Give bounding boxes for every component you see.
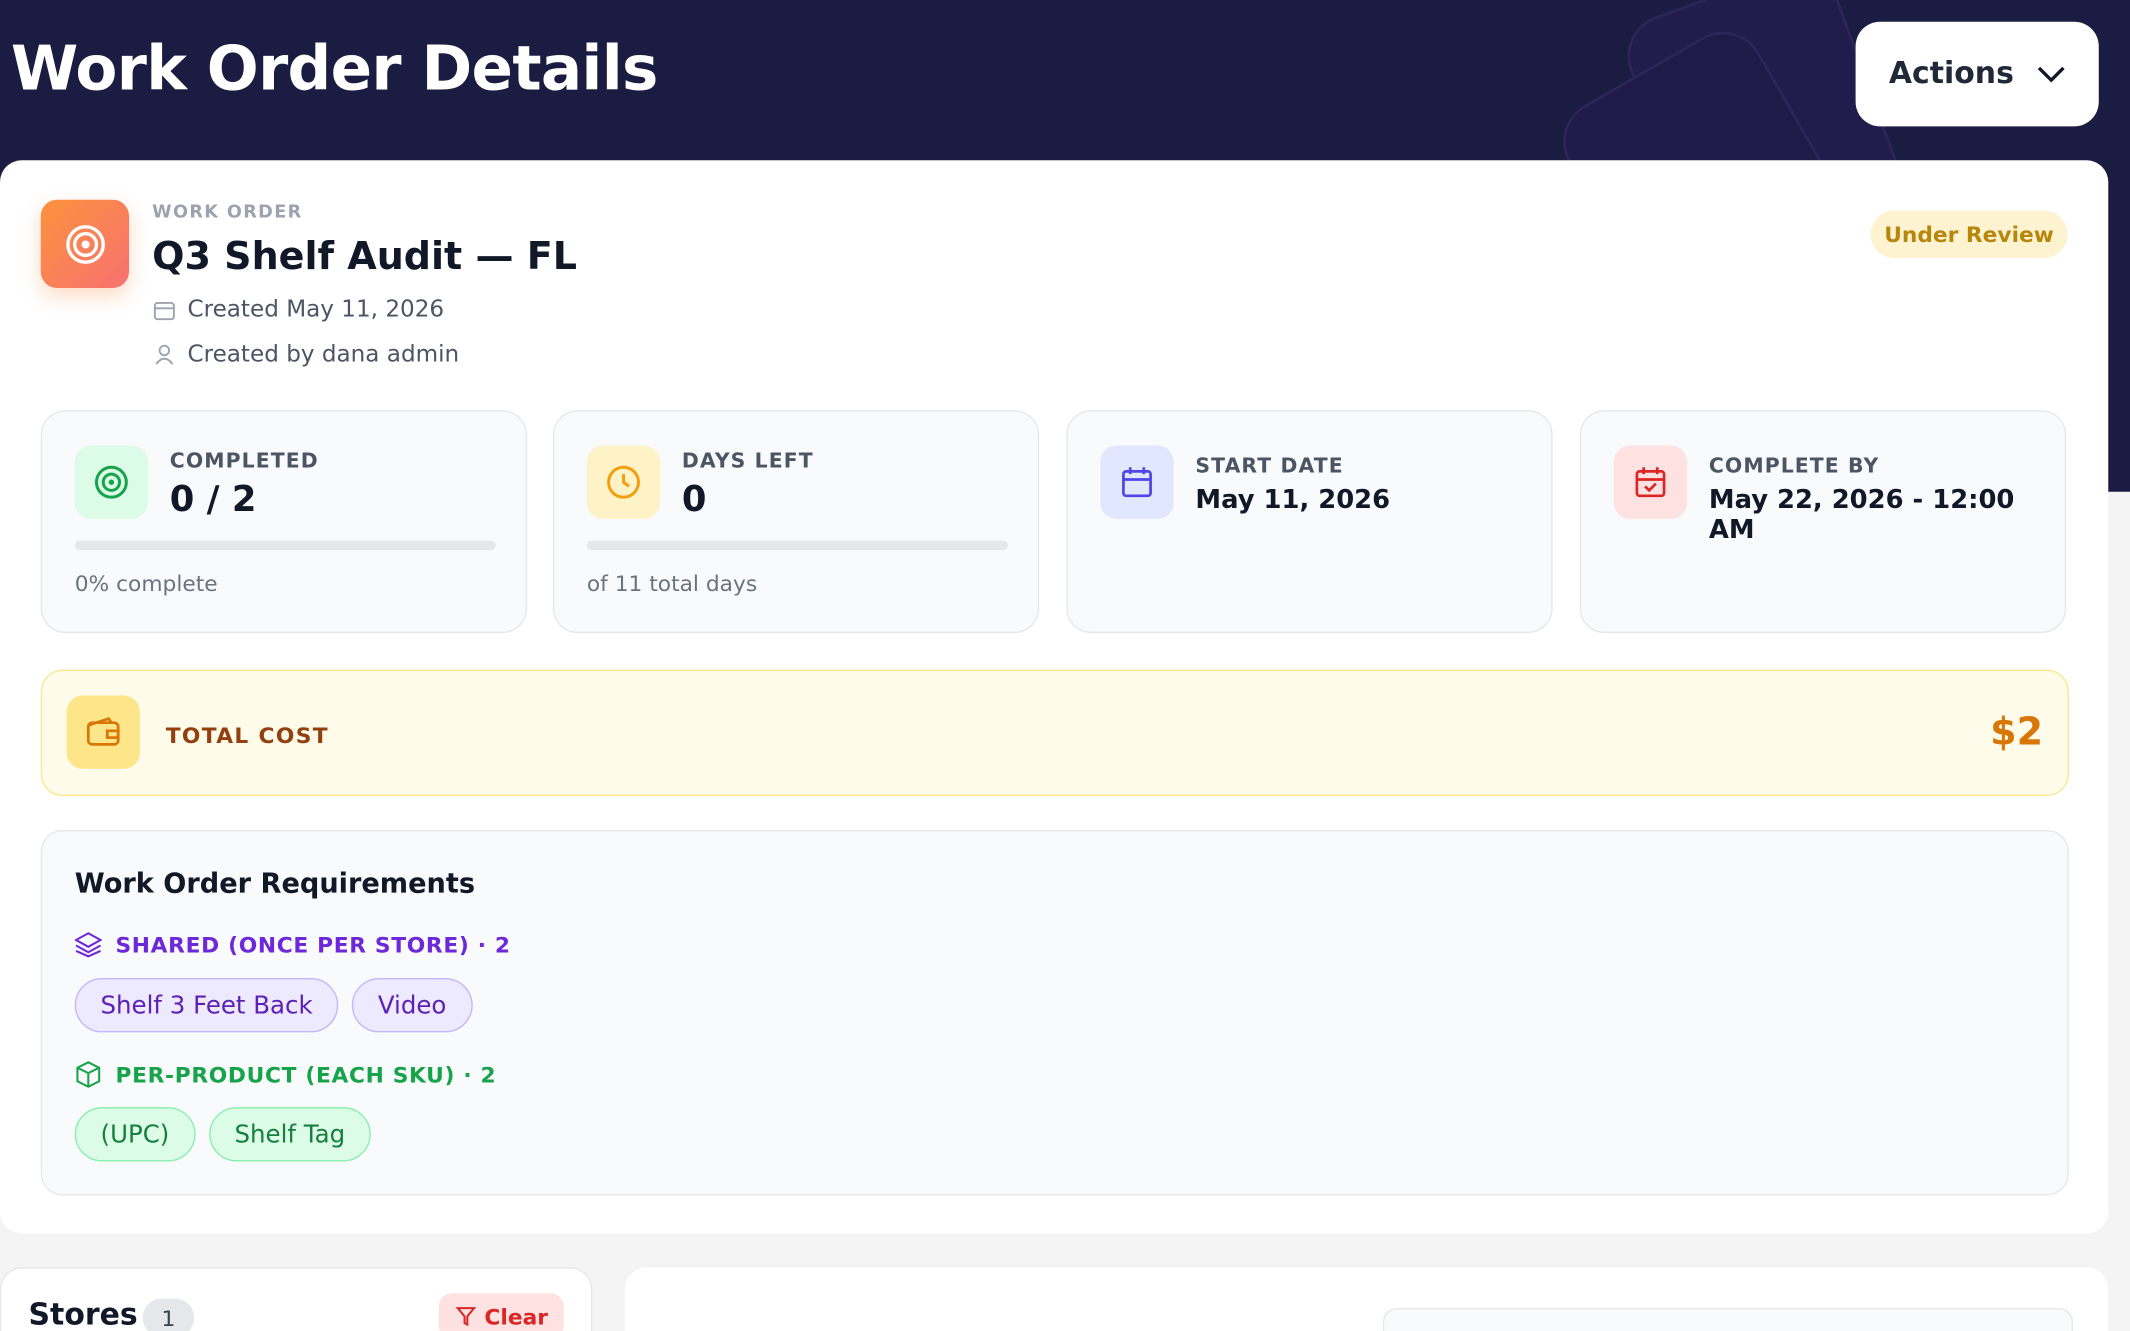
clear-button[interactable]: Clear — [438, 1293, 564, 1331]
total-cost-card: TOTAL COST $2 — [40, 669, 2069, 797]
requirements-card: Work Order Requirements SHARED (ONCE PER… — [40, 829, 2069, 1196]
stat-card: START DATE May 11, 2026 — [1066, 410, 1553, 634]
stat-icon — [74, 445, 149, 519]
requirement-pill: (UPC) — [74, 1107, 196, 1162]
status-badge: Under Review — [1870, 210, 2068, 259]
detail-panel — [624, 1267, 2109, 1331]
per-product-group-label: PER-PRODUCT (EACH SKU) · 2 — [75, 1061, 497, 1088]
box-icon — [76, 1061, 101, 1088]
progress-track — [586, 540, 1008, 551]
stat-value: May 11, 2026 — [1195, 484, 1391, 515]
chevron-icon — [2037, 66, 2064, 82]
per-product-label: PER-PRODUCT (EACH SKU) · 2 — [115, 1061, 497, 1088]
calendar-check-icon — [1635, 467, 1666, 498]
stat-label: COMPLETE BY — [1708, 453, 1880, 479]
stat-label: START DATE — [1195, 453, 1344, 479]
calendar-icon — [1122, 467, 1152, 498]
requirements-title: Work Order Requirements — [74, 866, 476, 900]
stat-label: COMPLETED — [169, 448, 319, 473]
work-order-title: Q3 Shelf Audit — FL — [152, 233, 577, 279]
wallet-icon — [86, 716, 120, 746]
work-order-icon — [40, 199, 130, 288]
progress-track — [74, 540, 496, 551]
shared-label: SHARED (ONCE PER STORE) · 2 — [115, 931, 511, 958]
stat-card: COMPLETE BY May 22, 2026 - 12:00 AM — [1579, 410, 2067, 634]
stat-note: of 11 total days — [586, 570, 758, 597]
total-cost-label: TOTAL COST — [165, 722, 329, 749]
stat-card: COMPLETED 0 / 2 0% complete — [40, 410, 528, 634]
created-row: Created May 11, 2026 — [152, 296, 444, 323]
stat-label: DAYS LEFT — [681, 448, 814, 473]
actions-button[interactable]: Actions — [1855, 21, 2099, 127]
shared-pills: Shelf 3 Feet Back Video — [74, 978, 486, 1033]
created-by: Created by dana admin — [187, 340, 460, 369]
wallet-icon-box — [66, 695, 140, 769]
stores-card: Stores 1 Clear — [0, 1267, 593, 1331]
layers-icon — [74, 932, 102, 958]
requirement-pill: Video — [352, 978, 473, 1033]
requirement-pill: Shelf Tag — [208, 1107, 371, 1162]
stat-value: 0 — [681, 479, 707, 521]
user-icon — [155, 344, 174, 365]
calendar-icon — [153, 301, 175, 321]
stat-note: 0% complete — [74, 570, 218, 597]
actions-label: Actions — [1888, 57, 2014, 92]
target-icon — [94, 465, 128, 499]
shared-group-label: SHARED (ONCE PER STORE) · 2 — [74, 931, 511, 958]
stat-icon — [1100, 445, 1174, 519]
target-icon — [65, 224, 105, 264]
stat-value: 0 / 2 — [169, 479, 257, 521]
created-by-row: Created by dana admin — [152, 341, 459, 368]
requirement-pill: Shelf 3 Feet Back — [74, 978, 339, 1033]
work-order-label: WORK ORDER — [152, 202, 303, 223]
clear-label: Clear — [484, 1303, 548, 1330]
clock-icon — [607, 465, 640, 499]
created-date: Created May 11, 2026 — [187, 296, 445, 324]
stat-icon — [586, 445, 661, 519]
filter-icon — [455, 1307, 476, 1327]
stat-icon — [1613, 445, 1688, 519]
search-box[interactable] — [1382, 1308, 2073, 1331]
stores-count: 1 — [142, 1298, 195, 1331]
total-cost-value: $2 — [1990, 709, 2044, 754]
stat-card: DAYS LEFT 0 of 11 total days — [552, 410, 1040, 634]
stat-value: May 22, 2026 - 12:00 AM — [1708, 484, 2015, 545]
page-title: Work Order Details — [10, 32, 658, 105]
stores-title: Stores — [28, 1298, 138, 1331]
per-product-pills: (UPC) Shelf Tag — [74, 1107, 385, 1162]
